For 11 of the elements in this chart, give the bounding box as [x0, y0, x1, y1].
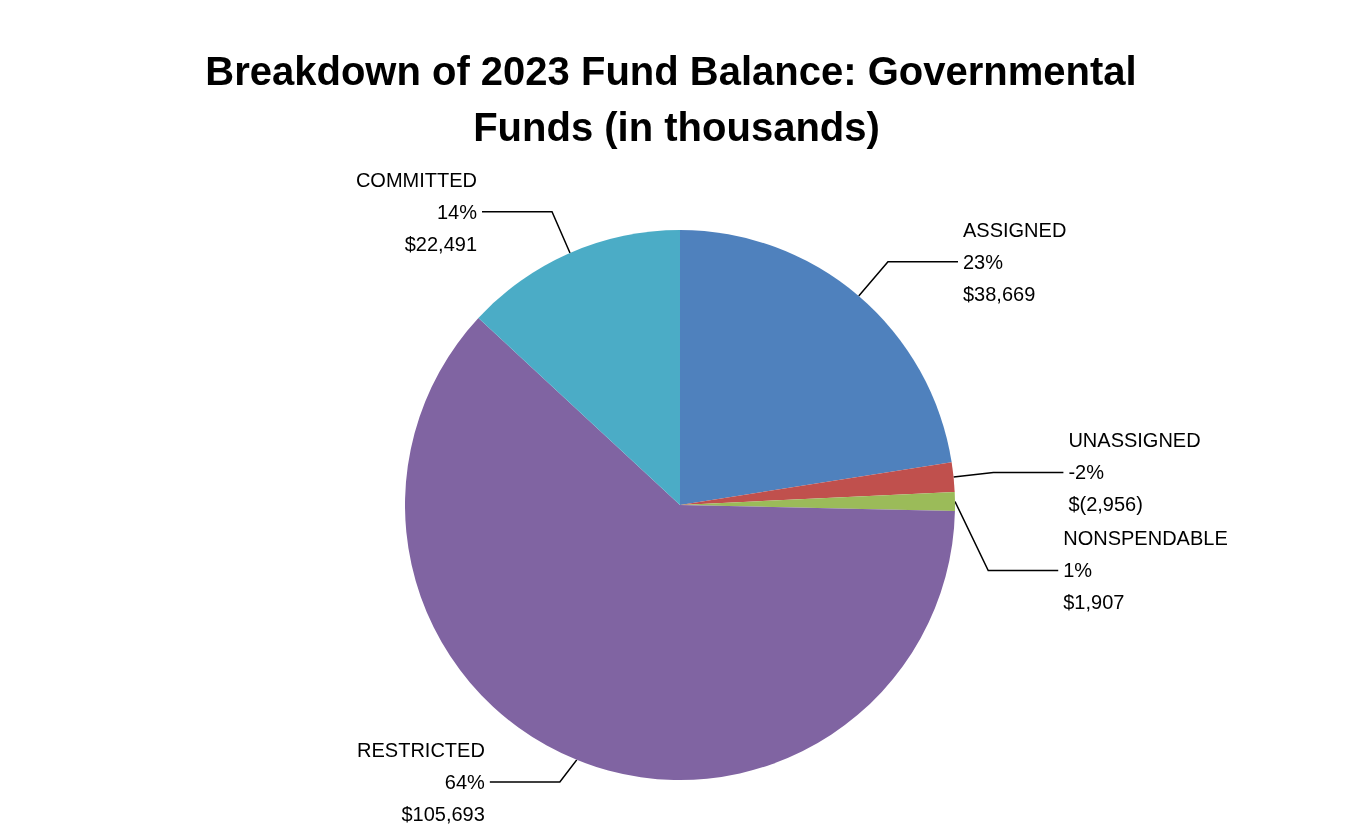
data-label: 14% $22,491 — [404, 200, 478, 255]
slice-label: NONSPENDABLE — [1063, 527, 1228, 550]
data-label: -2% $(2,956) — [1068, 461, 1143, 516]
slice-label: ASSIGNED — [962, 218, 1067, 241]
slice-label: UNASSIGNED — [1068, 429, 1201, 452]
data-label: 1% $1,907 — [1063, 559, 1125, 614]
chart-title: Breakdown of 2023 Fund Balance: Governmental Funds (in thousands) — [205, 49, 1148, 149]
slice-label: COMMITTED — [355, 168, 478, 191]
data-label: 23% $38,669 — [962, 250, 1036, 305]
data-label: 64% $105,693 — [401, 771, 486, 825]
slice-label: RESTRICTED — [357, 739, 485, 761]
